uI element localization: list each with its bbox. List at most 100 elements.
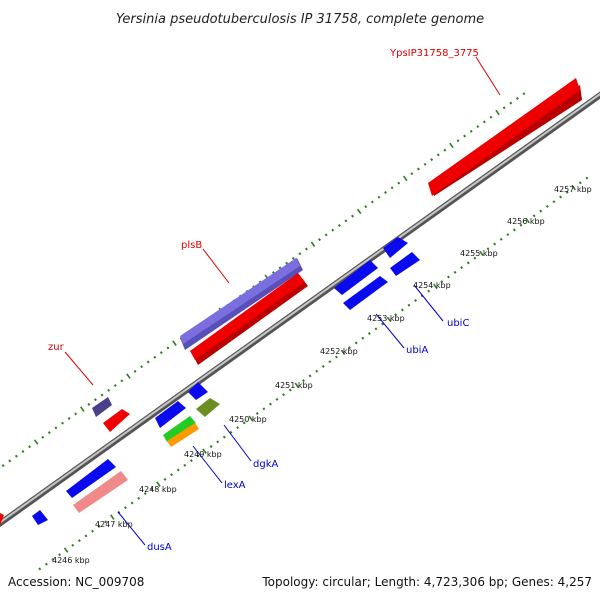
major-tick-mark [433, 283, 438, 290]
map-title: Yersinia pseudotuberculosis IP 31758, co… [116, 12, 484, 27]
gene-labels: YpsIP31758_3775 plsB zur ubiC ubiA dgkA … [48, 48, 479, 553]
minor-tick-mark [351, 214, 355, 218]
label-zur[interactable]: zur [48, 342, 65, 353]
minor-tick-mark [476, 125, 480, 129]
minor-tick-mark [298, 252, 302, 256]
minor-tick-mark [189, 459, 193, 463]
minor-tick-mark [519, 223, 523, 227]
minor-tick-mark [176, 468, 180, 472]
minor-tick-mark [282, 393, 286, 397]
gene-dusa[interactable] [73, 471, 128, 513]
gene-ubic-upper[interactable] [383, 237, 408, 258]
tick-label-4248: 4248 kbp [139, 485, 177, 494]
minor-tick-mark [354, 341, 358, 345]
major-tick-mark [294, 382, 300, 389]
minor-tick-mark [100, 393, 104, 397]
minor-tick-mark [493, 242, 497, 246]
minor-tick-mark [41, 435, 45, 439]
minor-tick-mark [414, 299, 417, 302]
minor-tick-mark [361, 336, 365, 340]
minor-tick-mark [482, 120, 486, 124]
gene-blue-dusa-region[interactable] [66, 459, 116, 498]
gene-zur[interactable] [92, 397, 112, 417]
major-tick-mark [571, 184, 576, 191]
minor-tick-mark [107, 388, 111, 392]
minor-tick-mark [512, 228, 516, 232]
label-ubic[interactable]: ubiC [447, 318, 469, 329]
tick-row-lower [38, 176, 589, 571]
minor-tick-mark [44, 562, 48, 566]
minor-tick-mark [183, 463, 187, 467]
label-dgka[interactable]: dgkA [253, 459, 278, 470]
minor-tick-mark [318, 238, 322, 242]
minor-tick-mark [150, 487, 154, 491]
minor-tick-mark [315, 369, 319, 373]
minor-tick-mark [489, 115, 493, 119]
label-dusa[interactable]: dusA [147, 542, 172, 553]
gene-blue-small-bottom-left[interactable] [32, 510, 48, 525]
minor-tick-mark [153, 355, 157, 359]
tick-label-4255: 4255 kbp [460, 249, 498, 258]
minor-tick-mark [1, 464, 5, 468]
gene-ypsip31758-3775[interactable] [428, 78, 582, 196]
minor-tick-mark [166, 346, 170, 350]
gene-plsb[interactable] [180, 258, 303, 350]
minor-tick-mark [288, 388, 292, 392]
tick-label-4251: 4251 kbp [275, 381, 313, 390]
minor-tick-mark [163, 477, 167, 481]
minor-tick-mark [8, 459, 12, 463]
minor-tick-mark [381, 322, 385, 326]
tick-label-4252: 4252 kbp [320, 347, 358, 356]
minor-tick-mark [54, 426, 58, 430]
gene-red-left-edge[interactable] [0, 512, 4, 525]
minor-tick-mark [499, 237, 503, 241]
minor-tick-mark [143, 492, 147, 496]
minor-tick-mark [130, 501, 134, 505]
minor-tick-mark [159, 351, 163, 355]
major-tick-mark [172, 340, 177, 346]
label-ubia[interactable]: ubiA [406, 345, 428, 356]
minor-tick-mark [469, 129, 473, 133]
gene-ubic[interactable] [390, 252, 420, 276]
minor-tick-mark [416, 167, 420, 171]
minor-tick-mark [285, 261, 289, 265]
minor-tick-mark [58, 553, 61, 557]
minor-tick-mark [301, 379, 305, 383]
major-tick-mark [495, 109, 500, 116]
gene-red-zur-region[interactable] [103, 409, 130, 432]
minor-tick-mark [170, 473, 174, 477]
major-tick-mark [156, 481, 161, 487]
minor-tick-mark [436, 153, 440, 157]
minor-tick-mark [466, 261, 470, 265]
major-tick-mark [403, 175, 408, 182]
minor-tick-mark [262, 407, 266, 411]
minor-tick-mark [28, 445, 31, 449]
gene-dgka[interactable] [196, 398, 220, 417]
minor-tick-mark [443, 148, 447, 152]
gene-blue-left-of-dgka[interactable] [155, 401, 186, 428]
label-ypsip31758-3775[interactable]: YpsIP31758_3775 [389, 48, 479, 59]
label-lexa[interactable]: lexA [224, 480, 246, 491]
minor-tick-mark [545, 204, 549, 208]
tick-label-4249: 4249 kbp [184, 450, 222, 459]
gene-lexa[interactable] [163, 416, 196, 442]
minor-tick-mark [578, 181, 582, 185]
gene-blue-small-near-dgka[interactable] [188, 382, 208, 400]
label-plsb[interactable]: plsB [181, 240, 202, 251]
minor-tick-mark [255, 412, 259, 415]
minor-tick-mark [427, 289, 431, 293]
minor-tick-mark [84, 534, 88, 538]
minor-tick-mark [67, 417, 71, 420]
minor-tick-mark [334, 355, 338, 359]
major-tick-mark [110, 514, 115, 520]
gene-red-plsb-region[interactable] [190, 273, 308, 365]
minor-tick-mark [502, 106, 506, 110]
tick-label-4246: 4246 kbp [52, 556, 90, 565]
minor-tick-mark [275, 397, 279, 401]
gene-orange[interactable] [167, 423, 199, 447]
major-tick-mark [33, 439, 39, 445]
gene-blue-ubia-lower[interactable] [343, 276, 388, 310]
minor-tick-mark [140, 365, 144, 369]
gene-ubia[interactable] [334, 260, 378, 295]
minor-tick-mark [463, 134, 467, 138]
